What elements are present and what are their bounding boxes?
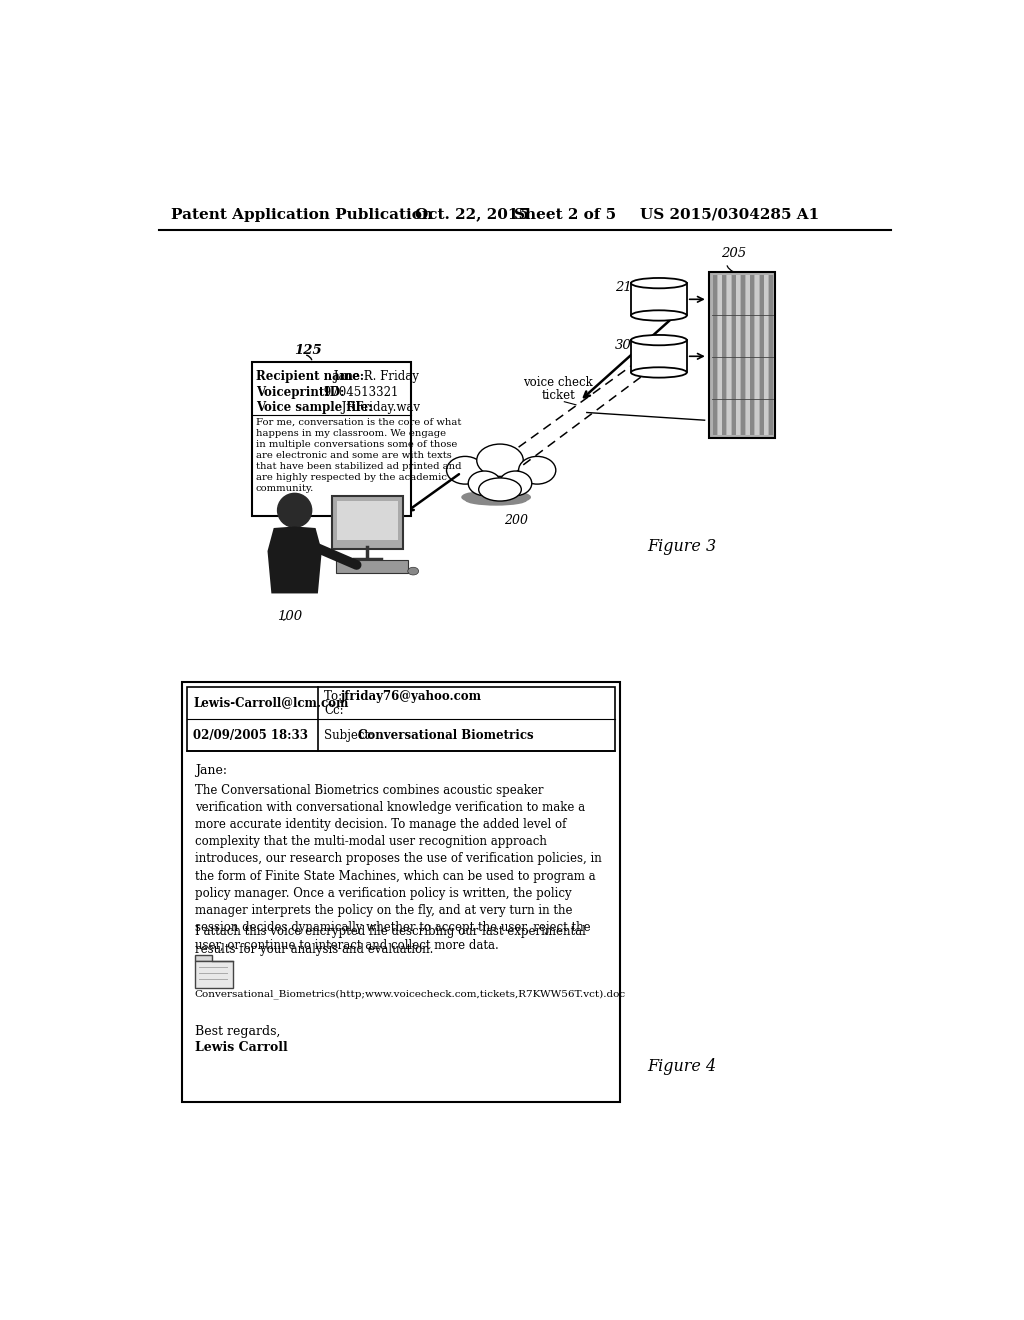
- Ellipse shape: [461, 492, 493, 503]
- Ellipse shape: [631, 335, 687, 346]
- Text: 300: 300: [614, 339, 640, 352]
- Text: URL: URL: [708, 412, 739, 425]
- Text: Figure 3: Figure 3: [647, 539, 717, 556]
- FancyBboxPatch shape: [736, 276, 740, 434]
- Text: 9704513321: 9704513321: [321, 385, 398, 399]
- Circle shape: [278, 494, 311, 527]
- Text: Best regards,: Best regards,: [195, 1026, 280, 1039]
- Text: 210: 210: [614, 281, 640, 294]
- FancyBboxPatch shape: [764, 276, 768, 434]
- FancyBboxPatch shape: [631, 341, 687, 372]
- FancyBboxPatch shape: [187, 686, 615, 751]
- Text: Voice sample file:: Voice sample file:: [256, 401, 373, 414]
- FancyBboxPatch shape: [195, 954, 212, 961]
- Text: JRFriday.wav: JRFriday.wav: [338, 401, 420, 414]
- Ellipse shape: [631, 279, 687, 288]
- Text: Jane R. Friday: Jane R. Friday: [331, 370, 419, 383]
- Ellipse shape: [478, 478, 521, 502]
- Text: voice check: voice check: [523, 376, 593, 389]
- Ellipse shape: [631, 310, 687, 321]
- Text: 100: 100: [278, 610, 303, 623]
- Text: Sheet 2 of 5: Sheet 2 of 5: [514, 207, 616, 222]
- FancyBboxPatch shape: [741, 276, 744, 434]
- Text: US 2015/0304285 A1: US 2015/0304285 A1: [640, 207, 819, 222]
- Ellipse shape: [446, 457, 483, 484]
- FancyBboxPatch shape: [760, 276, 764, 434]
- Text: Recipient name:: Recipient name:: [256, 370, 364, 383]
- FancyBboxPatch shape: [631, 284, 687, 315]
- FancyBboxPatch shape: [769, 276, 773, 434]
- FancyBboxPatch shape: [337, 560, 408, 573]
- Text: 205: 205: [721, 247, 746, 260]
- Text: Subject:: Subject:: [324, 729, 377, 742]
- Text: Lewis-Carroll@lcm.com: Lewis-Carroll@lcm.com: [194, 696, 348, 709]
- Text: Jane:: Jane:: [195, 763, 226, 776]
- Text: Cc:: Cc:: [324, 705, 344, 717]
- Text: VoiceprintID:: VoiceprintID:: [256, 385, 344, 399]
- FancyBboxPatch shape: [332, 496, 403, 549]
- FancyBboxPatch shape: [732, 276, 735, 434]
- Ellipse shape: [477, 444, 523, 477]
- Ellipse shape: [500, 471, 531, 496]
- Text: ticket: ticket: [542, 389, 575, 403]
- Ellipse shape: [468, 471, 501, 496]
- FancyBboxPatch shape: [718, 276, 722, 434]
- Text: 125: 125: [295, 345, 323, 358]
- FancyBboxPatch shape: [713, 276, 717, 434]
- Ellipse shape: [465, 495, 527, 506]
- FancyBboxPatch shape: [252, 363, 411, 516]
- Text: The Conversational Biometrics combines acoustic speaker
verification with conver: The Conversational Biometrics combines a…: [195, 784, 601, 952]
- Text: 200: 200: [504, 515, 528, 527]
- Text: Conversational Biometrics: Conversational Biometrics: [358, 729, 534, 742]
- FancyBboxPatch shape: [751, 276, 755, 434]
- Polygon shape: [267, 527, 322, 594]
- FancyBboxPatch shape: [182, 682, 621, 1102]
- Text: Lewis Carroll: Lewis Carroll: [195, 1040, 288, 1053]
- FancyBboxPatch shape: [710, 272, 775, 438]
- Text: To:: To:: [324, 690, 346, 704]
- FancyBboxPatch shape: [722, 276, 726, 434]
- FancyBboxPatch shape: [337, 502, 397, 540]
- Ellipse shape: [500, 492, 531, 503]
- Text: jfriday76@yahoo.com: jfriday76@yahoo.com: [341, 690, 482, 704]
- Ellipse shape: [631, 367, 687, 378]
- Text: Patent Application Publication: Patent Application Publication: [171, 207, 432, 222]
- Ellipse shape: [408, 568, 419, 576]
- Text: Conversational_Biometrics(http;www.voicecheck.com,tickets,R7KWW56T.vct).doc: Conversational_Biometrics(http;www.voice…: [195, 989, 626, 999]
- FancyBboxPatch shape: [727, 276, 731, 434]
- FancyBboxPatch shape: [195, 961, 233, 987]
- FancyBboxPatch shape: [755, 276, 759, 434]
- Text: For me, conversation is the core of what
happens in my classroom. We engage
in m: For me, conversation is the core of what…: [256, 418, 462, 494]
- Text: 02/09/2005 18:33: 02/09/2005 18:33: [194, 729, 308, 742]
- Text: Oct. 22, 2015: Oct. 22, 2015: [415, 207, 528, 222]
- Text: I attach this voice encrypted file describing our last experimental
results for : I attach this voice encrypted file descr…: [195, 925, 586, 956]
- Text: Figure 4: Figure 4: [647, 1057, 717, 1074]
- Text: 130: 130: [380, 499, 406, 512]
- Ellipse shape: [518, 457, 556, 484]
- FancyBboxPatch shape: [745, 276, 750, 434]
